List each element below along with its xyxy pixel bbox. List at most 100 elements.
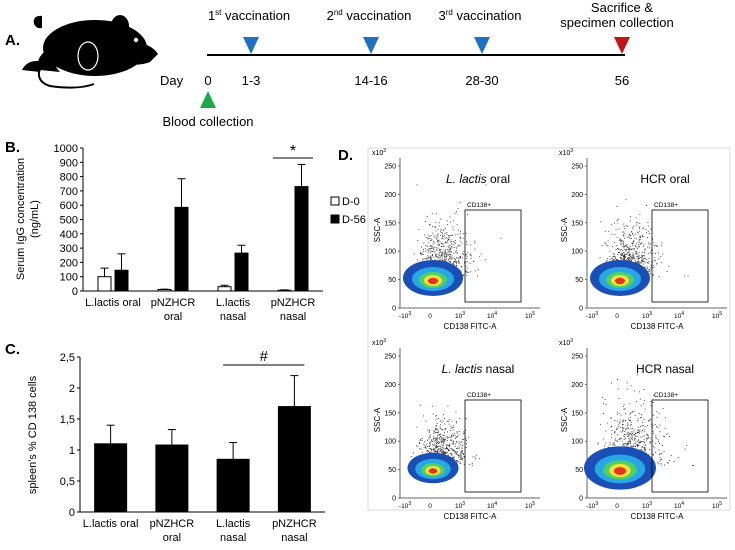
serum-igg-y-label-unit: (ng/mL) xyxy=(29,200,41,238)
flow-density-blob xyxy=(584,446,656,490)
spleen-cd138-bar-cd138 xyxy=(277,406,311,513)
flow-density-blob xyxy=(590,260,650,296)
flow-y-tick-label: 100 xyxy=(384,249,396,256)
timeline-event-3: 3rd vaccination xyxy=(438,8,521,23)
legend-swatch-d-0 xyxy=(330,196,340,206)
flow-x-tick-label: 0 xyxy=(615,503,619,510)
flow-x-tick-label: 104 xyxy=(487,311,497,320)
flow-y-tick-label: 200 xyxy=(384,192,396,199)
flow-y-tick-label: 200 xyxy=(571,192,583,199)
serum-igg-x-tick-label: oral xyxy=(164,311,182,323)
serum-igg-y-tick-label: 400 xyxy=(60,229,78,241)
spleen-cd138-x-tick-label: nasal xyxy=(281,532,307,544)
panel-label-b: B. xyxy=(5,139,20,156)
spleen-cd138-significance-label: # xyxy=(260,348,269,365)
serum-igg-x-tick-label: nasal xyxy=(220,311,246,323)
flow-y-tick-label: 50 xyxy=(388,467,396,474)
serum-igg-y-tick-label: 800 xyxy=(60,172,78,184)
flow-plot-title: L. lactis oral xyxy=(446,172,510,186)
spleen-cd138-bar-cd138 xyxy=(155,444,189,513)
timeline-event-4-line1: Sacrifice & xyxy=(591,0,653,15)
flow-y-tick-label: 250 xyxy=(384,354,396,361)
serum-igg-x-tick-label: nasal xyxy=(280,311,306,323)
flow-x-tick-label: 105 xyxy=(525,501,535,510)
flow-y-tick-label: 100 xyxy=(571,249,583,256)
legend-label-d-56: D-56 xyxy=(342,214,366,226)
spleen-cd138-y-tick-label: 1,5 xyxy=(60,414,75,426)
timeline-days-3: 28-30 xyxy=(465,73,498,88)
flow-x-axis-label: CD138 FITC-A xyxy=(631,322,685,331)
flow-y-exponent: x103 xyxy=(559,338,573,347)
flow-x-tick-label: 105 xyxy=(525,311,535,320)
flow-y-exponent: x103 xyxy=(372,338,386,347)
spleen-cd138-x-tick-label: L.lactis oral xyxy=(83,518,139,530)
serum-igg-x-tick-label: L.lactis oral xyxy=(85,297,141,309)
timeline-marker-2 xyxy=(363,37,379,54)
timeline-marker-1 xyxy=(243,37,259,54)
flow-y-axis-label: SSC-A xyxy=(560,407,569,432)
serum-igg-y-label: Serum IgG concentration xyxy=(15,158,27,280)
flow-x-tick-label: -103 xyxy=(399,311,411,320)
panel-label-d: D. xyxy=(338,147,353,164)
flow-y-axis-label: SSC-A xyxy=(373,217,382,242)
timeline-event-2: 2nd vaccination xyxy=(327,8,412,23)
flow-plot-title: L. lactis nasal xyxy=(442,362,515,376)
serum-igg-bar-d-0 xyxy=(97,276,112,292)
timeline-marker-3 xyxy=(474,37,490,54)
flow-y-tick-label: 150 xyxy=(384,220,396,227)
flow-x-axis-label: CD138 FITC-A xyxy=(444,322,498,331)
timeline-days-2: 14-16 xyxy=(354,73,387,88)
spleen-cd138-x-tick-label: pNZHCR xyxy=(150,518,195,530)
spleen-cd138-x-tick-label: oral xyxy=(163,532,181,544)
flow-y-tick-label: 250 xyxy=(571,354,583,361)
serum-igg-x-tick-label: pNZHCR xyxy=(271,297,316,309)
spleen-cd138-y-tick-label: 1 xyxy=(69,445,75,457)
spleen-cd138-x-tick-label: L.lactis xyxy=(216,518,251,530)
flow-y-tick-label: 150 xyxy=(384,410,396,417)
cd138-gate xyxy=(651,399,709,493)
mouse-icon xyxy=(22,15,158,89)
flow-y-axis-label: SSC-A xyxy=(560,217,569,242)
flow-plot-title: HCR oral xyxy=(640,172,689,186)
cd138-gate xyxy=(464,209,522,303)
serum-igg-y-tick-label: 700 xyxy=(60,186,78,198)
cd138-gate xyxy=(651,209,709,303)
serum-igg-bar-d-56 xyxy=(294,186,309,292)
panel-label-c: C. xyxy=(5,341,20,358)
flow-x-tick-label: 105 xyxy=(712,311,722,320)
spleen-cd138-bar-cd138 xyxy=(216,458,250,513)
panel-label-a: A. xyxy=(5,32,20,49)
blood-collection-marker xyxy=(200,91,216,108)
flow-x-tick-label: -103 xyxy=(586,501,598,510)
flow-plot-title: HCR nasal xyxy=(636,362,694,376)
serum-igg-y-tick-label: 200 xyxy=(60,257,78,269)
flow-y-tick-label: 50 xyxy=(388,277,396,284)
flow-density-blob xyxy=(403,260,463,296)
flow-y-tick-label: 100 xyxy=(384,439,396,446)
flow-y-tick-label: 50 xyxy=(575,467,583,474)
spleen-cd138-chart: 0 0,5 1 1,5 2 2,5 L.lactis oral pNZHCR oral L.lac… xyxy=(27,348,325,544)
serum-igg-chart: 0 100 200 300 400 500 600 700 800 900 1000 L.lactis… xyxy=(15,143,366,323)
timeline-panel: Day 0 1-3 1st vaccination 14-16 2nd vaccinati… xyxy=(22,0,674,129)
cd138-gate-label: CD138+ xyxy=(467,202,491,209)
flow-y-tick-label: 50 xyxy=(575,277,583,284)
flow-x-tick-label: 104 xyxy=(674,311,684,320)
flow-y-tick-label: 0 xyxy=(579,306,583,313)
spleen-cd138-x-tick-label: pNZHCR xyxy=(272,518,317,530)
flow-x-axis-label: CD138 FITC-A xyxy=(444,512,498,521)
flow-x-tick-label: 104 xyxy=(674,501,684,510)
flow-y-tick-label: 0 xyxy=(392,496,396,503)
flow-x-tick-label: 0 xyxy=(428,503,432,510)
cd138-gate-label: CD138+ xyxy=(654,202,678,209)
serum-igg-x-tick-label: L.lactis xyxy=(216,297,251,309)
cd138-gate-label: CD138+ xyxy=(654,392,678,399)
timeline-event-4-line2: specimen collection xyxy=(560,15,673,30)
flow-y-axis-label: SSC-A xyxy=(373,407,382,432)
flow-y-tick-label: 250 xyxy=(384,164,396,171)
serum-igg-y-tick-label: 300 xyxy=(60,243,78,255)
serum-igg-bar-d-0 xyxy=(157,289,172,292)
